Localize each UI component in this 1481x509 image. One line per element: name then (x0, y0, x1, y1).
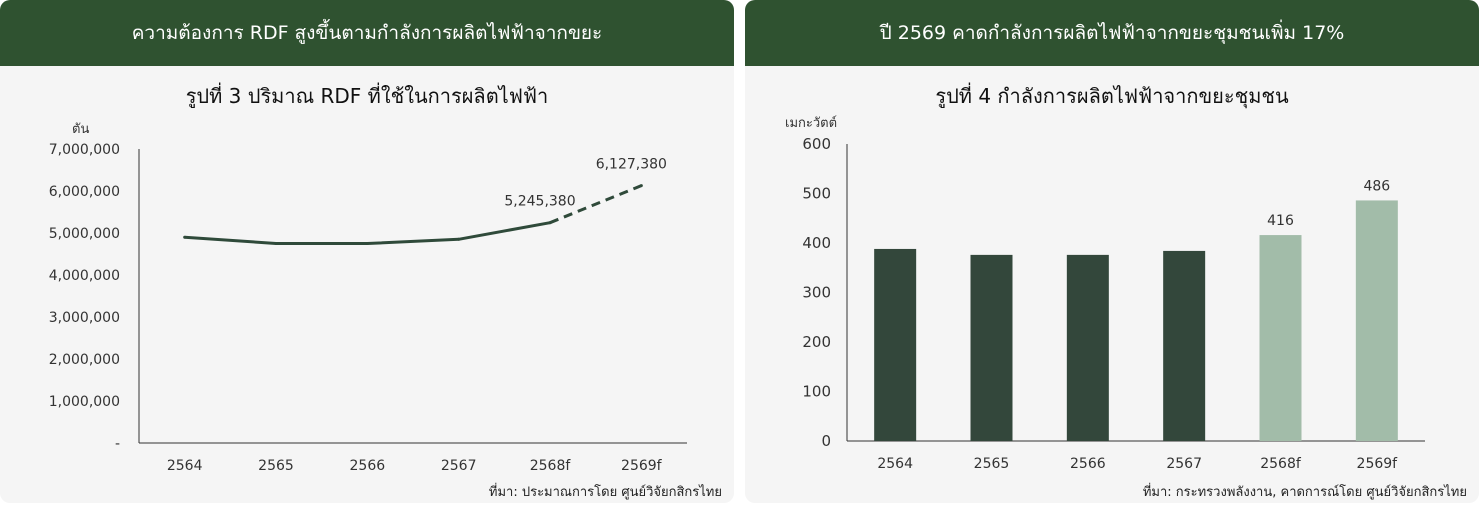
y-tick-label: 500 (802, 185, 831, 203)
y-tick-label: 0 (821, 432, 831, 450)
line-point (365, 242, 369, 245)
x-tick-label: 2567 (1166, 456, 1202, 472)
x-tick-label: 2564 (877, 456, 913, 472)
y-tick-label: - (115, 436, 120, 452)
y-tick-label: 100 (802, 383, 831, 401)
left-unit-label: ตัน (72, 122, 90, 137)
right-header: ปี 2569 คาดกำลังการผลิตไฟฟ้าจากขยะชุมชนเ… (745, 0, 1479, 66)
rdf-line-chart: - 1,000,000 2,000,000 3,000,000 4,000,000 5,0… (49, 142, 687, 474)
data-label: 416 (1267, 213, 1294, 229)
y-tick-label: 2,000,000 (49, 352, 120, 368)
bar (970, 254, 1013, 441)
line-point (183, 235, 187, 239)
left-header: ความต้องการ RDF สูงขึ้นตามกำลังการผลิตไฟ… (0, 0, 734, 66)
x-tick-label: 2569f (1357, 456, 1399, 472)
x-tick-label: 2565 (258, 458, 294, 474)
y-tick-label: 6,000,000 (49, 184, 120, 200)
x-tick-label: 2565 (974, 456, 1010, 472)
x-tick-label: 2564 (167, 458, 203, 474)
x-tick-label: 2568f (530, 458, 572, 474)
y-tick-label: 5,000,000 (49, 226, 120, 242)
line-point (548, 221, 552, 225)
x-tick-label: 2566 (1070, 456, 1106, 472)
y-tick-label: 200 (802, 333, 831, 351)
right-chart-title: รูปที่ 4 กำลังการผลิตไฟฟ้าจากขยะชุมชน (935, 84, 1289, 108)
line-point (457, 237, 461, 241)
x-tick-label: 2566 (350, 458, 386, 474)
left-panel: ความต้องการ RDF สูงขึ้นตามกำลังการผลิตไฟ… (0, 0, 734, 503)
y-tick-label: 400 (802, 234, 831, 252)
bar (874, 248, 917, 441)
y-tick-label: 3,000,000 (49, 310, 120, 326)
line-point (639, 184, 643, 188)
right-panel: ปี 2569 คาดกำลังการผลิตไฟฟ้าจากขยะชุมชนเ… (745, 0, 1479, 503)
y-tick-label: 600 (802, 135, 831, 153)
y-tick-label: 300 (802, 284, 831, 302)
x-tick-label: 2568f (1260, 456, 1302, 472)
data-label: 5,245,380 (504, 194, 575, 210)
bar (1163, 250, 1206, 441)
rdf-series-line-actual (184, 221, 551, 245)
left-chart-title: รูปที่ 3 ปริมาณ RDF ที่ใช้ในการผลิตไฟฟ้า (185, 84, 549, 108)
y-tick-label: 4,000,000 (49, 268, 120, 284)
y-tick-label: 1,000,000 (49, 394, 120, 410)
data-label: 486 (1363, 178, 1390, 194)
data-label: 6,127,380 (596, 157, 667, 173)
bar (1259, 235, 1302, 441)
line-point (274, 242, 278, 245)
capacity-bar-chart: 0 100 200 300 400 500 600 2564 2565 2566 2567 2568f… (802, 135, 1425, 472)
rdf-series-line-forecast (549, 184, 642, 225)
right-source: ที่มา: กระทรวงพลังงาน, คาดการณ์โดย ศูนย์… (1142, 485, 1467, 500)
x-tick-label: 2569f (621, 458, 663, 474)
bar (1355, 200, 1398, 441)
x-tick-label: 2567 (441, 458, 477, 474)
y-tick-label: 7,000,000 (49, 142, 120, 158)
bar (1066, 254, 1109, 441)
right-unit-label: เมกะวัตต์ (785, 116, 838, 131)
left-source: ที่มา: ประมาณการโดย ศูนย์วิจัยกสิกรไทย (488, 485, 722, 500)
